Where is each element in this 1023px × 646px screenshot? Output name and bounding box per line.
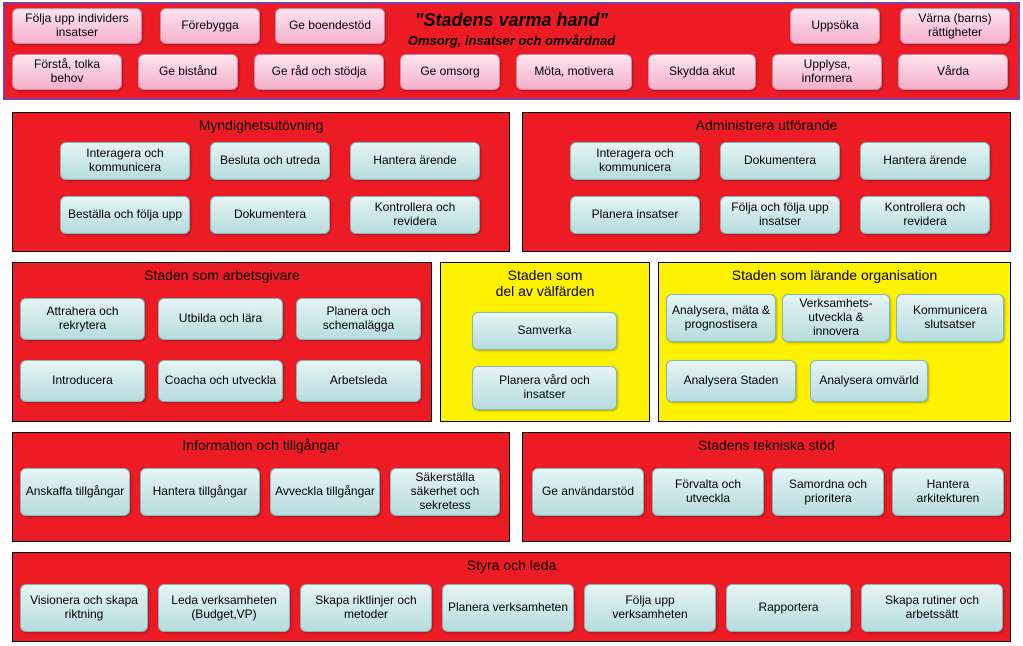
tekniska-btn: Förvalta och utveckla — [652, 468, 764, 516]
larande-btn: Analysera omvärld — [810, 360, 928, 402]
header-btn: Uppsöka — [790, 8, 880, 44]
larande-btn: Analysera Staden — [666, 360, 796, 402]
larande-btn: Kommunicera slutsatser — [896, 294, 1004, 342]
panel-title: Staden som arbetsgivare — [13, 263, 431, 285]
myndighet-btn: Kontrollera och revidera — [350, 196, 480, 234]
myndighet-btn: Besluta och utreda — [210, 142, 330, 180]
header-btn: Upplysa, informera — [772, 54, 882, 90]
header-btn: Möta, motivera — [516, 54, 632, 90]
arbetsgivare-btn: Planera och schemalägga — [296, 298, 421, 340]
styra-btn: Leda verksamheten (Budget,VP) — [158, 584, 290, 632]
arbetsgivare-btn: Utbilda och lära — [158, 298, 283, 340]
administrera-btn: Kontrollera och revidera — [860, 196, 990, 234]
header-btn: Förstå, tolka behov — [12, 54, 122, 90]
administrera-btn: Dokumentera — [720, 142, 840, 180]
myndighet-btn: Interagera och kommunicera — [60, 142, 190, 180]
larande-btn: Verksamhets-utveckla & innovera — [782, 294, 890, 342]
panel-title: del av välfärden — [441, 283, 649, 301]
panel-title: Information och tillgångar — [13, 433, 509, 455]
header-btn: Följa upp individers insatser — [12, 8, 142, 44]
header-btn: Vårda — [898, 54, 1008, 90]
tekniska-btn: Hantera arkitekturen — [892, 468, 1004, 516]
administrera-btn: Hantera ärende — [860, 142, 990, 180]
administrera-btn: Planera insatser — [570, 196, 700, 234]
tekniska-btn: Samordna och prioritera — [772, 468, 884, 516]
panel-title: Myndighetsutövning — [13, 113, 509, 135]
arbetsgivare-btn: Introducera — [20, 360, 145, 402]
information-btn: Anskaffa tillgångar — [20, 468, 130, 516]
panel-title: Stadens tekniska stöd — [523, 433, 1010, 455]
header-btn: Förebygga — [160, 8, 260, 44]
information-btn: Hantera tillgångar — [140, 468, 260, 516]
administrera-btn: Interagera och kommunicera — [570, 142, 700, 180]
styra-btn: Följa upp verksamheten — [584, 584, 716, 632]
larande-btn: Analysera, mäta & prognostisera — [666, 294, 776, 342]
myndighet-btn: Beställa och följa upp — [60, 196, 190, 234]
styra-btn: Planera verksamheten — [442, 584, 574, 632]
information-btn: Avveckla tillgångar — [270, 468, 380, 516]
panel-title: Staden som — [441, 263, 649, 283]
styra-btn: Visionera och skapa riktning — [20, 584, 148, 632]
myndighet-btn: Hantera ärende — [350, 142, 480, 180]
panel-title: Staden som lärande organisation — [659, 263, 1010, 285]
myndighet-btn: Dokumentera — [210, 196, 330, 234]
tekniska-btn: Ge användarstöd — [532, 468, 644, 516]
header-btn: Ge boendestöd — [275, 8, 385, 44]
header-btn: Ge bistånd — [138, 54, 238, 90]
arbetsgivare-btn: Coacha och utveckla — [158, 360, 283, 402]
styra-btn: Rapportera — [726, 584, 851, 632]
arbetsgivare-btn: Arbetsleda — [296, 360, 421, 402]
valfarden-btn: Samverka — [472, 312, 617, 350]
header-btn: Skydda akut — [648, 54, 756, 90]
valfarden-btn: Planera vård och insatser — [472, 366, 617, 410]
panel-title: Styra och leda — [13, 553, 1010, 575]
panel-title: Administrera utförande — [523, 113, 1010, 135]
styra-btn: Skapa riktlinjer och metoder — [300, 584, 432, 632]
header-btn: Ge omsorg — [400, 54, 500, 90]
header-btn: Ge råd och stödja — [254, 54, 384, 90]
arbetsgivare-btn: Attrahera och rekrytera — [20, 298, 145, 340]
administrera-btn: Följa och följa upp insatser — [720, 196, 840, 234]
information-btn: Säkerställa säkerhet och sekretess — [390, 468, 500, 516]
diagram-canvas: "Stadens varma hand" Omsorg, insatser oc… — [0, 0, 1023, 646]
header-btn: Värna (barns) rättigheter — [900, 8, 1010, 44]
styra-btn: Skapa rutiner och arbetssätt — [861, 584, 1003, 632]
